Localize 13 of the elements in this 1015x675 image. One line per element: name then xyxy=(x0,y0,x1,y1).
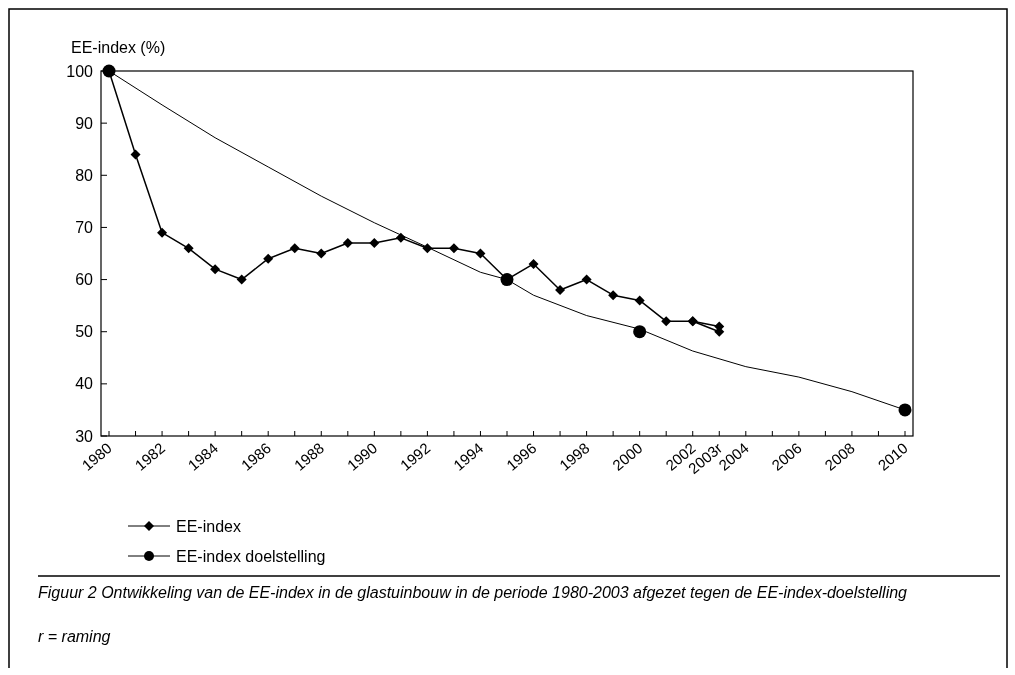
text: Figuur 2 Ontwikkeling van de EE-index in de glastuinbouw in de periode 1980-2003 afgezet tegen de EE-index-doelstelling xyxy=(38,584,908,601)
y-tick-label: 90 xyxy=(75,114,94,132)
legend-label: EE-index xyxy=(176,517,241,535)
y-tick-label: 30 xyxy=(75,427,94,445)
y-tick-label: 100 xyxy=(66,62,94,80)
y-tick-label: 70 xyxy=(75,219,94,237)
y-axis-title: EE-index (%) xyxy=(71,39,166,56)
legend-label: EE-index doelstelling xyxy=(176,547,326,565)
y-tick-label: 80 xyxy=(75,166,94,184)
y-tick-label: 50 xyxy=(75,323,94,341)
y-tick-label: 40 xyxy=(75,375,94,393)
text: r = raming xyxy=(38,628,111,645)
y-tick-label: 60 xyxy=(75,271,94,289)
